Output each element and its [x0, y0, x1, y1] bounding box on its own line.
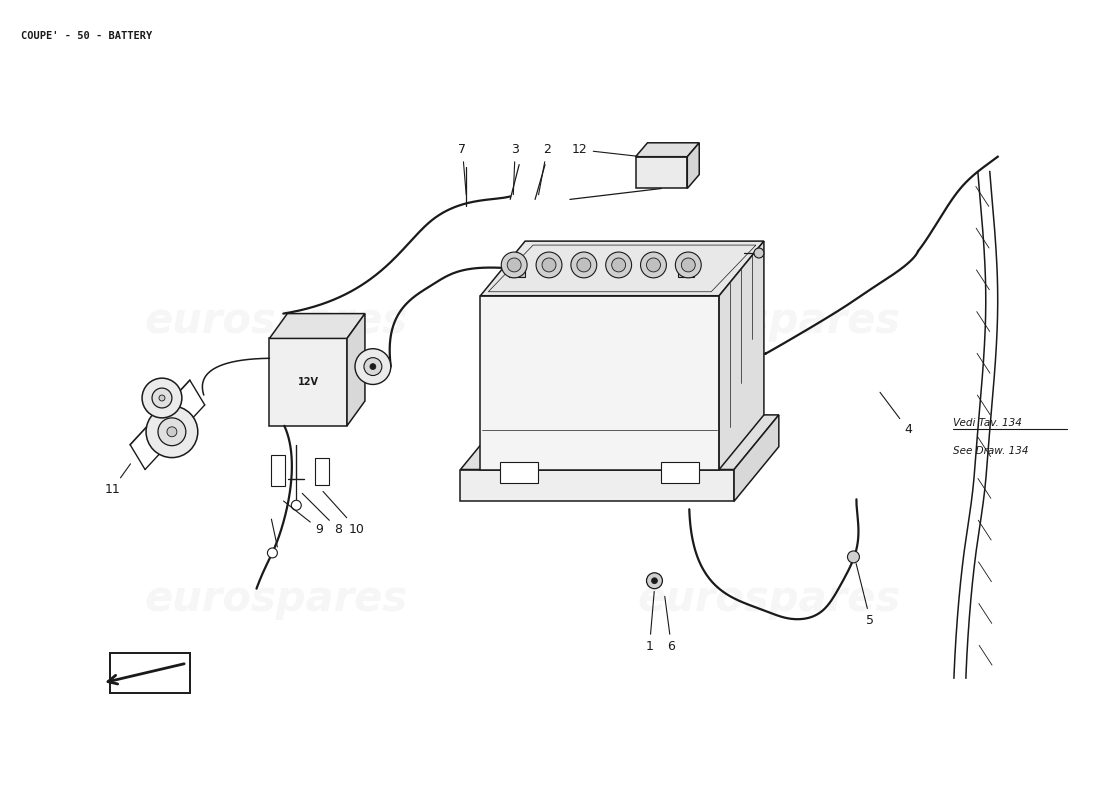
Text: COUPE' - 50 - BATTERY: COUPE' - 50 - BATTERY [21, 30, 152, 41]
Circle shape [267, 548, 277, 558]
Polygon shape [481, 296, 719, 470]
Text: 1: 1 [646, 591, 654, 653]
Circle shape [536, 252, 562, 278]
Circle shape [647, 573, 662, 589]
Polygon shape [270, 314, 365, 338]
Text: See Draw. 134: See Draw. 134 [953, 446, 1028, 456]
Text: 4: 4 [880, 392, 912, 436]
Polygon shape [346, 314, 365, 426]
Circle shape [364, 358, 382, 375]
Circle shape [146, 406, 198, 458]
Bar [500, 462, 538, 483]
Circle shape [576, 258, 591, 272]
Circle shape [847, 551, 859, 563]
Bar [679, 261, 694, 277]
Polygon shape [270, 338, 346, 426]
Text: 2: 2 [539, 143, 551, 194]
Circle shape [370, 364, 376, 370]
Circle shape [152, 388, 172, 408]
Circle shape [292, 500, 301, 510]
Text: 12: 12 [572, 143, 639, 156]
Text: 3: 3 [512, 143, 519, 194]
Circle shape [606, 252, 631, 278]
Polygon shape [461, 470, 734, 502]
Polygon shape [734, 415, 779, 502]
Circle shape [571, 252, 597, 278]
Polygon shape [110, 654, 190, 693]
Circle shape [647, 258, 660, 272]
Polygon shape [636, 157, 688, 189]
Bar [316, 458, 329, 486]
Polygon shape [481, 241, 763, 296]
Circle shape [640, 252, 667, 278]
Text: eurospares: eurospares [637, 299, 901, 342]
Circle shape [651, 578, 658, 584]
Text: 11: 11 [104, 464, 131, 496]
Text: 9: 9 [284, 501, 323, 535]
Text: 5: 5 [856, 563, 875, 627]
Circle shape [507, 258, 521, 272]
Circle shape [355, 349, 390, 385]
Circle shape [612, 258, 626, 272]
Bar [661, 462, 700, 483]
Text: Vedi Tav. 134: Vedi Tav. 134 [953, 418, 1022, 428]
Bar [509, 261, 525, 277]
Text: 6: 6 [664, 596, 675, 653]
Circle shape [502, 252, 527, 278]
Bar [272, 454, 285, 486]
Polygon shape [461, 415, 779, 470]
Circle shape [754, 248, 763, 258]
Circle shape [675, 252, 701, 278]
Circle shape [542, 258, 556, 272]
Polygon shape [636, 142, 700, 157]
Text: 8: 8 [302, 494, 342, 535]
Text: eurospares: eurospares [145, 299, 408, 342]
Polygon shape [688, 142, 700, 189]
Polygon shape [719, 241, 763, 470]
Circle shape [142, 378, 182, 418]
Text: eurospares: eurospares [145, 578, 408, 620]
Text: eurospares: eurospares [637, 578, 901, 620]
Text: 12V: 12V [298, 377, 319, 387]
Text: 7: 7 [459, 143, 466, 194]
Circle shape [167, 427, 177, 437]
Text: 10: 10 [323, 491, 365, 535]
Circle shape [160, 395, 165, 401]
Circle shape [158, 418, 186, 446]
Circle shape [681, 258, 695, 272]
